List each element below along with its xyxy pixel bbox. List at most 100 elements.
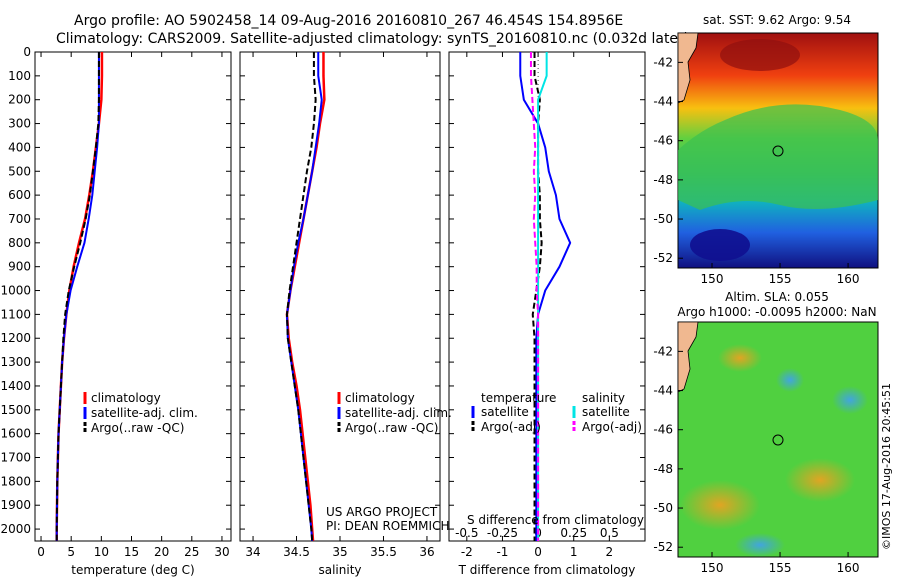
- sla-high-anomaly: [680, 480, 760, 530]
- x-tick-label: 25: [184, 545, 199, 559]
- lat-tick-label: -48: [653, 173, 673, 187]
- s-tick-label: -0.25: [487, 526, 518, 540]
- temperature-legend: climatology satellite-adj. clim. Argo(..…: [83, 391, 198, 435]
- difference-legend: temperature satellite Argo(-adj) salinit…: [467, 391, 644, 527]
- x-tick-label: 0: [534, 545, 542, 559]
- depth-tick-label: 1000: [0, 284, 31, 298]
- legend-label-climatology: climatology: [345, 391, 415, 405]
- legend-label-argo: Argo(..raw -QC): [345, 421, 438, 435]
- plot-frame: [34, 51, 232, 542]
- sst-warm-core: [720, 39, 800, 71]
- depth-tick-label: 500: [8, 164, 31, 178]
- x-axis-label: T difference from climatology: [458, 563, 636, 577]
- depth-tick-label: 200: [8, 93, 31, 107]
- lon-tick-label: 155: [769, 272, 792, 286]
- legend-title-salinity: salinity: [582, 391, 625, 405]
- lat-tick-label: -42: [653, 344, 673, 358]
- sst-cold-core: [690, 229, 750, 261]
- depth-tick-label: 1500: [0, 403, 31, 417]
- legend-label-t-satellite: satellite: [481, 405, 529, 419]
- sst-map: sat. SST: 9.62 Argo: 9.54 150 155 160 -42 -4…: [653, 13, 879, 286]
- x-tick-label: 20: [154, 545, 169, 559]
- header-line-2: Climatology: CARS2009. Satellite-adjuste…: [56, 31, 689, 47]
- pi-annotation: PI: DEAN ROEMMICH: [326, 519, 449, 533]
- salinity-legend: climatology satellite-adj. clim. Argo(..…: [326, 391, 452, 533]
- depth-tick-label: 900: [8, 260, 31, 274]
- plot-frame: [239, 51, 441, 542]
- sla-map-subtitle: Argo h1000: -0.0095 h2000: NaN: [677, 305, 876, 319]
- x-tick-label: 34: [245, 545, 260, 559]
- depth-tick-label: 1600: [0, 427, 31, 441]
- lat-tick-label: -50: [653, 212, 673, 226]
- s-difference-axis-label: S difference from climatology: [467, 513, 644, 527]
- sst-map-title: sat. SST: 9.62 Argo: 9.54: [703, 13, 851, 27]
- sla-high-anomaly: [718, 344, 762, 372]
- lat-tick-label: -46: [653, 423, 673, 437]
- sla-high-anomaly: [785, 458, 855, 502]
- header-line-1: Argo profile: AO 5902458_14 09-Aug-2016 …: [74, 13, 623, 29]
- series-line-salinity-argo-adj: [529, 52, 540, 541]
- depth-tick-label: 1900: [0, 498, 31, 512]
- legend-label-argo: Argo(..raw -QC): [91, 421, 184, 435]
- sla-low-anomaly: [735, 533, 785, 557]
- series-line-argo-raw-qc: [285, 52, 317, 542]
- x-tick-label: 36: [419, 545, 434, 559]
- lon-tick-label: 160: [837, 272, 860, 286]
- argo-position-marker: [772, 145, 784, 157]
- depth-tick-label: 1100: [0, 307, 31, 321]
- x-tick-label: 34.5: [283, 545, 310, 559]
- lon-tick-label: 150: [701, 272, 724, 286]
- x-tick-label: 0: [37, 545, 45, 559]
- x-tick-label: 5: [67, 545, 75, 559]
- x-tick-label: 35: [332, 545, 347, 559]
- depth-tick-label: 1200: [0, 331, 31, 345]
- x-axis-label: salinity: [318, 563, 361, 577]
- x-tick-label: -1: [496, 545, 508, 559]
- project-annotation: US ARGO PROJECT: [326, 505, 438, 519]
- series-line-argo-raw-qc: [55, 52, 100, 541]
- imos-timestamp: ©IMOS 17-Aug-2016 20:45:51: [880, 383, 893, 550]
- depth-tick-label: 1400: [0, 379, 31, 393]
- salinity-panel: 34 34.5 35 35.5 36 salinity: [239, 51, 441, 577]
- lat-tick-label: -50: [653, 501, 673, 515]
- legend-label-satellite: satellite-adj. clim.: [345, 406, 452, 420]
- series-line-climatology: [55, 52, 104, 541]
- sla-low-anomaly: [776, 368, 804, 392]
- sst-front: [678, 104, 878, 210]
- series-line-temperature-satellite: [519, 52, 572, 541]
- depth-tick-label: 300: [8, 117, 31, 131]
- s-tick-label: 0.5: [600, 526, 619, 540]
- lat-tick-label: -44: [653, 384, 673, 398]
- argo-position-marker: [772, 434, 784, 446]
- x-tick-label: 15: [124, 545, 139, 559]
- legend-title-temperature: temperature: [481, 391, 556, 405]
- depth-tick-label: 800: [8, 236, 31, 250]
- depth-tick-label: 0: [23, 45, 31, 59]
- tasmania-coast: [677, 32, 699, 104]
- sla-map: Altim. SLA: 0.055 Argo h1000: -0.0095 h2…: [653, 290, 879, 575]
- depth-tick-label: 600: [8, 188, 31, 202]
- depth-tick-label: 1300: [0, 355, 31, 369]
- depth-tick-label: 1800: [0, 474, 31, 488]
- tasmania-coast: [677, 321, 699, 393]
- depth-tick-label: 700: [8, 212, 31, 226]
- lon-tick-label: 150: [701, 561, 724, 575]
- x-tick-label: 1: [570, 545, 578, 559]
- sla-map-title: Altim. SLA: 0.055: [725, 290, 829, 304]
- plot-frame: [448, 51, 646, 542]
- depth-tick-label: 2000: [0, 522, 31, 536]
- lat-tick-label: -52: [653, 251, 673, 265]
- x-tick-label: 10: [94, 545, 109, 559]
- lat-tick-label: -44: [653, 95, 673, 109]
- depth-tick-label: 400: [8, 140, 31, 154]
- legend-label-t-argo: Argo(-adj): [481, 420, 541, 434]
- lat-tick-label: -42: [653, 55, 673, 69]
- x-tick-label: 35.5: [370, 545, 397, 559]
- lat-tick-label: -48: [653, 462, 673, 476]
- legend-label-s-satellite: satellite: [582, 405, 630, 419]
- depth-tick-label: 1700: [0, 451, 31, 465]
- legend-label-climatology: climatology: [91, 391, 161, 405]
- series-line-satellite-adj-clim: [55, 52, 100, 541]
- legend-label-s-argo: Argo(-adj): [582, 420, 642, 434]
- temperature-panel: 0 5 10 15 20 25 30 temperature (deg C) 0 100 200 30…: [0, 45, 232, 577]
